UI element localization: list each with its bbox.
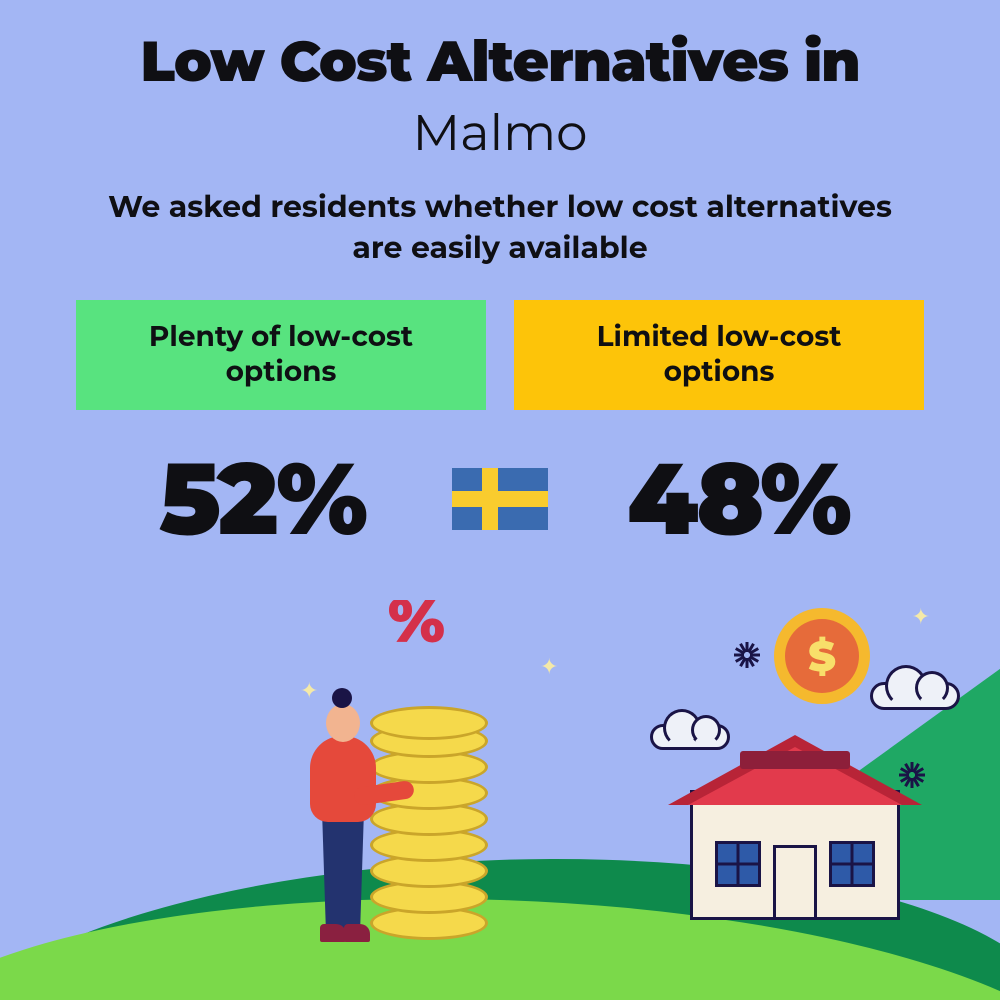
coin-stack-group: %	[340, 640, 510, 940]
badges-row: Plenty of low-cost options Limited low-c…	[0, 300, 1000, 410]
house-icon	[680, 735, 910, 920]
title-block: Low Cost Alternatives in Malmo	[0, 0, 1000, 163]
title-line2: Malmo	[0, 102, 1000, 163]
dollar-coin-icon: $	[774, 608, 870, 704]
stat-limited: 48%	[588, 438, 888, 560]
illustration: ✦ ✦ ✦ $ %	[0, 600, 1000, 1000]
subtitle: We asked residents whether low cost alte…	[0, 187, 1000, 268]
sweden-flag-icon	[452, 468, 548, 530]
person-icon	[292, 680, 402, 940]
person-legs	[322, 810, 364, 940]
sparkle-icon: ✦	[540, 653, 558, 680]
stat-plenty: 52%	[112, 438, 412, 560]
flag-cross-horizontal	[452, 491, 548, 507]
person-hair	[332, 688, 352, 708]
person-torso	[310, 736, 376, 822]
house-window	[715, 841, 761, 887]
title-line1: Low Cost Alternatives in	[0, 28, 1000, 96]
percent-icon: %	[388, 600, 445, 658]
flag-cross-vertical	[482, 468, 498, 530]
person-head	[326, 704, 360, 742]
dollar-symbol: $	[785, 619, 859, 693]
house-coin-slot	[740, 751, 850, 769]
stats-row: 52% 48%	[0, 438, 1000, 560]
house-door	[773, 845, 817, 917]
infographic-canvas: Low Cost Alternatives in Malmo We asked …	[0, 0, 1000, 1000]
badge-plenty: Plenty of low-cost options	[76, 300, 486, 410]
cloud-icon	[870, 682, 960, 710]
badge-limited: Limited low-cost options	[514, 300, 924, 410]
house-roof	[668, 735, 922, 805]
house-window	[829, 841, 875, 887]
sparkle-icon: ✦	[912, 603, 930, 630]
person-shoe	[320, 924, 346, 942]
house-body	[690, 790, 900, 920]
person-shoe	[344, 924, 370, 942]
burst-icon	[734, 644, 760, 670]
